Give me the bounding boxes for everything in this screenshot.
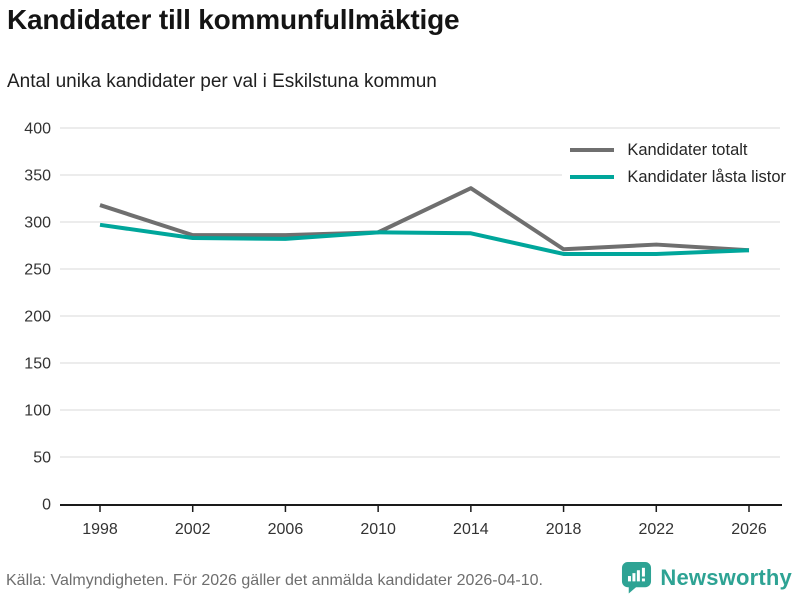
x-tick-label: 2010 bbox=[360, 521, 396, 538]
y-tick-label: 250 bbox=[24, 262, 51, 279]
bar-medium bbox=[632, 573, 636, 582]
x-tick-label: 2018 bbox=[546, 521, 582, 538]
newsworthy-icon bbox=[622, 562, 652, 594]
chart-title: Kandidater till kommunfullmäktige bbox=[7, 4, 460, 35]
chart-subtitle: Antal unika kandidater per val i Eskilst… bbox=[7, 71, 437, 92]
legend-item-totalt: Kandidater totalt bbox=[570, 139, 786, 161]
legend: Kandidater totalt Kandidater låsta listo… bbox=[562, 137, 788, 190]
y-tick-label: 150 bbox=[24, 356, 51, 373]
series-line-lasta-listor bbox=[99, 222, 750, 256]
bar-tall bbox=[637, 570, 641, 582]
y-tick-label: 200 bbox=[24, 309, 51, 326]
x-tick-label: 2026 bbox=[731, 521, 767, 538]
legend-item-lasta-listor: Kandidater låsta listor bbox=[570, 166, 786, 188]
legend-label-lasta-listor: Kandidater låsta listor bbox=[627, 167, 786, 186]
x-tick-label: 2006 bbox=[268, 521, 304, 538]
x-tick-label: 1998 bbox=[82, 521, 118, 538]
exclamation-stem bbox=[642, 567, 646, 577]
bar-small bbox=[628, 576, 632, 582]
footer: Källa: Valmyndigheten. För 2026 gäller d… bbox=[0, 556, 800, 600]
x-tick-label: 2014 bbox=[453, 521, 489, 538]
newsworthy-wordmark: Newsworthy bbox=[660, 564, 792, 590]
y-tick-label: 350 bbox=[24, 168, 51, 185]
source-note: Källa: Valmyndigheten. För 2026 gäller d… bbox=[6, 572, 543, 589]
legend-label-totalt: Kandidater totalt bbox=[627, 140, 748, 159]
legend-swatch-totalt bbox=[570, 148, 615, 152]
y-tick-label: 100 bbox=[24, 403, 51, 420]
speech-bubble-shape bbox=[622, 562, 652, 594]
newsworthy-logo[interactable]: Newsworthy bbox=[621, 561, 792, 594]
legend-swatch-lasta-listor bbox=[570, 175, 615, 179]
y-tick-label: 0 bbox=[42, 497, 51, 514]
y-tick-label: 400 bbox=[24, 121, 51, 138]
series-line-totalt bbox=[99, 186, 750, 253]
y-tick-label: 50 bbox=[33, 450, 51, 467]
chart-area: 0 50 100 150 200 250 300 350 400 1998 2002 2006 2010… bbox=[0, 110, 800, 550]
exclamation-dot bbox=[642, 578, 646, 582]
y-tick-label: 300 bbox=[24, 215, 51, 232]
line-chart: 0 50 100 150 200 250 300 350 400 1998 2002 2006 2010… bbox=[24, 121, 782, 538]
x-tick-label: 2002 bbox=[175, 521, 211, 538]
x-tick-label: 2022 bbox=[638, 521, 674, 538]
